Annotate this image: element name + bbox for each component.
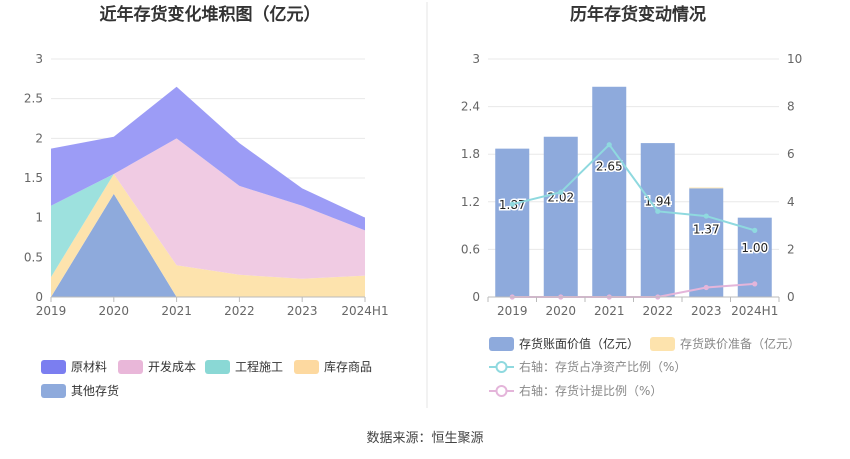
right-chart-gridlines [488,58,779,298]
left-chart-areas [51,86,365,297]
bar-data-label: 1.00 [741,241,768,255]
bar-data-label: 1.37 [693,223,720,237]
legend-label: 存货跌价准备（亿元） [680,336,800,351]
source-label: 数据来源：恒生聚源 [366,431,483,446]
right-y2-tick-label: 10 [787,52,802,66]
left-y-tick-label: 0 [35,290,43,304]
point-inventory-to-net-assets [703,213,709,219]
left-y-tick-label: 0.5 [24,250,43,264]
legend-swatch [489,337,514,351]
area-item [51,86,365,231]
right-chart-axes: 0 0.6 1.2 1.8 2.4 3 0 2 4 6 8 10 2019 2020 2021 2022 202… [461,52,802,318]
left-x-tick-label: 2021 [161,304,192,318]
point-provision-ratio [752,281,758,287]
bar-book-value [543,136,578,297]
bar-data-label: 1.94 [644,195,671,209]
right-chart-bars: 1.872.022.651.941.371.00 [495,86,772,298]
right-y-tick-label: 0 [472,290,480,304]
legend-swatch [41,360,66,374]
area-item [51,193,365,297]
legend-swatch [205,360,230,374]
legend-label: 右轴：存货计提比例（%） [519,383,662,398]
area-item [51,138,365,279]
legend-label: 其他存货 [71,383,119,398]
left-chart-title: 近年存货变化堆积图（亿元） [100,4,321,25]
left-x-tick-label: 2019 [36,304,67,318]
right-y-tick-label: 1.2 [461,195,480,209]
right-y2-tick-label: 2 [787,242,795,256]
legend-swatch [294,360,319,374]
left-y-tick-label: 2.5 [24,92,43,106]
bar-book-value [689,188,724,297]
left-x-tick-label: 2024H1 [341,304,388,318]
point-inventory-to-net-assets [558,189,564,195]
left-y-tick-label: 1 [35,211,43,225]
legend-label: 原材料 [71,360,107,374]
right-y2-tick-label: 0 [787,290,795,304]
right-x-tick-label: 2019 [497,304,528,318]
legend-label: 工程施工 [235,359,283,374]
right-y2-tick-label: 6 [787,147,795,161]
bar-book-value [592,86,627,298]
left-y-tick-label: 2 [35,131,43,145]
left-x-tick-label: 2020 [99,304,130,318]
point-inventory-to-net-assets [606,142,612,148]
right-chart-title: 历年存货变动情况 [570,4,706,25]
right-x-tick-label: 2022 [642,304,673,318]
line-inventory-to-net-assets [512,143,756,232]
bar-data-label: 2.65 [596,160,623,174]
bar-impairment-provision [689,187,724,189]
right-x-tick-label: 2024H1 [731,304,778,318]
legend-line-marker [495,385,508,397]
legend-swatch [650,337,675,351]
right-y2-tick-label: 4 [787,195,795,209]
legend-swatch [41,384,66,398]
right-y-tick-label: 2.4 [461,100,480,114]
left-chart-axes: 0 0.5 1 1.5 2 2.5 3 2019 2020 2021 2022 2023 2024H1 [24,52,389,318]
area-item [51,174,365,297]
right-x-tick-label: 2021 [594,304,625,318]
point-inventory-to-net-assets [509,201,515,207]
right-y-tick-label: 3 [472,52,480,66]
bar-book-value [640,143,675,297]
point-provision-ratio [703,284,709,291]
right-chart-legend[interactable]: 存货账面价值（亿元） 存货跌价准备（亿元） 右轴：存货占净资产比例（%） 右轴：存货计… [489,336,800,398]
right-x-tick-label: 2023 [691,304,722,318]
legend-label: 开发成本 [148,359,196,374]
left-y-tick-label: 3 [35,52,43,66]
left-y-tick-label: 1.5 [24,171,43,185]
right-x-tick-label: 2020 [545,304,576,318]
legend-label: 右轴：存货占净资产比例（%） [519,359,686,374]
legend-label: 存货账面价值（亿元） [519,336,639,351]
legend-swatch [118,360,143,374]
right-y-tick-label: 1.8 [461,147,480,161]
right-y-tick-label: 0.6 [461,242,480,256]
legend-line-marker [495,361,508,373]
right-y2-tick-label: 8 [787,100,795,114]
bar-book-value [495,148,530,297]
left-x-tick-label: 2023 [287,304,318,318]
point-inventory-to-net-assets [752,227,758,233]
point-inventory-to-net-assets [655,208,661,214]
left-x-tick-label: 2022 [224,304,255,318]
legend-label: 库存商品 [324,359,372,374]
